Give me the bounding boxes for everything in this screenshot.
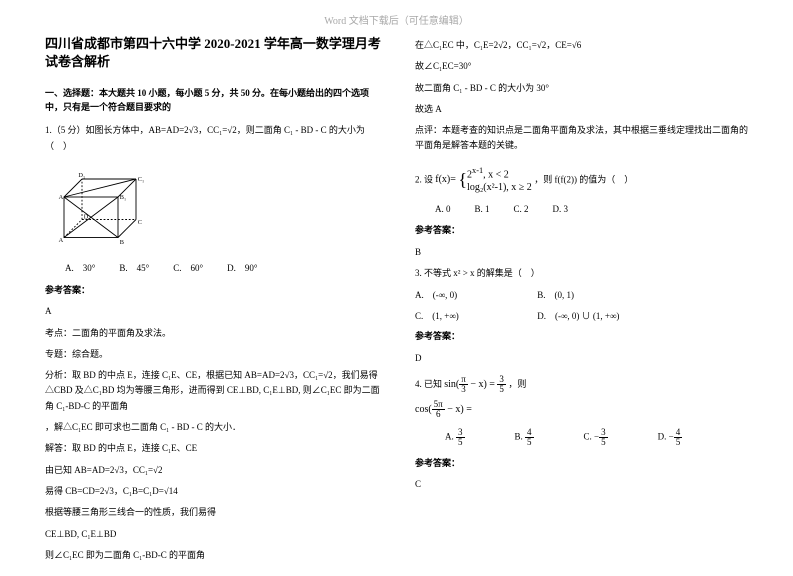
q4-option-d: D. −45 — [658, 428, 683, 447]
q3-stem: 3. 不等式 x² > x 的解集是（ ） — [415, 266, 755, 281]
q2-stem: 2. 设 f(x)= { 2x-1, x < 2 log₂(x²-1), x ≥… — [415, 165, 755, 196]
q4-option-a: A. 35 — [445, 428, 465, 447]
q4-option-c: C. −35 — [584, 428, 608, 447]
q4-option-b: B. 45 — [515, 428, 534, 447]
watermark-header: Word 文档下载后（可任意编辑） — [0, 12, 793, 27]
q1-options: A. 30° B. 45° C. 60° D. 90° — [65, 261, 385, 274]
svg-text:D: D — [84, 214, 89, 221]
right-column: 在△C₁EC 中，C₁E=2√2，CC₁=√2，CE=√6 故∠C₁EC=30°… — [415, 35, 755, 566]
q1-cont-3: 故二面角 C₁ - BD - C 的大小为 30° — [415, 81, 755, 96]
q2-option-a: A. 0 — [435, 204, 451, 214]
q2-ref-label: 参考答案： — [415, 223, 755, 238]
q1-solve-line4: 根据等腰三角形三线合一的性质，我们易得 — [45, 505, 385, 520]
q3-option-d: D. (-∞, 0) ∪ (1, +∞) — [537, 311, 619, 321]
exam-title: 四川省成都市第四十六中学 2020-2021 学年高一数学理月考试卷含解析 — [45, 35, 385, 71]
q1-ref-label: 参考答案： — [45, 283, 385, 298]
q2-options: A. 0 B. 1 C. 2 D. 3 — [435, 204, 755, 214]
cuboid-figure: A₁ B₁ C₁ D₁ A B C D — [45, 161, 155, 251]
q1-analysis: 分析：取 BD 的中点 E，连接 C₁E、CE，根据已知 AB=AD=2√3，C… — [45, 368, 385, 414]
page-content: 四川省成都市第四十六中学 2020-2021 学年高一数学理月考试卷含解析 一、… — [0, 0, 793, 576]
svg-text:B: B — [120, 239, 124, 246]
q1-solve-line5: CE⊥BD, C₁E⊥BD — [45, 527, 385, 542]
q1-cont-4: 故选 A — [415, 102, 755, 117]
svg-text:A: A — [59, 237, 64, 244]
q1-option-d: D. 90° — [227, 261, 257, 274]
section-1-heading: 一、选择题：本大题共 10 小题，每小题 5 分，共 50 分。在每小题给出的四… — [45, 87, 385, 114]
q1-answer: A — [45, 304, 385, 319]
q2-option-c: C. 2 — [514, 204, 529, 214]
sin-formula: sin(π3 − x) = 35 — [444, 379, 508, 390]
q3-option-a: A. (-∞, 0) — [415, 288, 535, 301]
q3-ref-label: 参考答案： — [415, 329, 755, 344]
svg-text:A₁: A₁ — [59, 194, 66, 201]
q4-options: A. 35 B. 45 C. −35 D. −45 — [445, 428, 755, 447]
left-column: 四川省成都市第四十六中学 2020-2021 学年高一数学理月考试卷含解析 一、… — [45, 35, 385, 566]
q1-option-b: B. 45° — [119, 261, 149, 274]
q3-option-b: B. (0, 1) — [537, 290, 574, 300]
cos-formula: cos(5π6 − x) = — [415, 404, 472, 415]
q1-option-c: C. 60° — [173, 261, 203, 274]
q3-options-row1: A. (-∞, 0) B. (0, 1) — [415, 288, 755, 301]
q2-option-d: D. 3 — [553, 204, 569, 214]
q1-stem: 1.（5 分）如图长方体中，AB=AD=2√3，CC₁=√2，则二面角 C₁ -… — [45, 123, 385, 154]
q3-option-c: C. (1, +∞) — [415, 309, 535, 322]
q1-kp: 考点：二面角的平面角及求法。 — [45, 326, 385, 341]
q3-options-row2: C. (1, +∞) D. (-∞, 0) ∪ (1, +∞) — [415, 309, 755, 322]
q1-solve-line1: 解答：取 BD 的中点 E，连接 C₁E、CE — [45, 441, 385, 456]
q1-cont-2: 故∠C₁EC=30° — [415, 59, 755, 74]
q4-stem-2: cos(5π6 − x) = — [415, 400, 755, 419]
q1-solve-line3: 易得 CB=CD=2√3，C₁B=C₁D=√14 — [45, 484, 385, 499]
q1-topic: 专题：综合题。 — [45, 347, 385, 362]
svg-text:B₁: B₁ — [120, 194, 126, 201]
q1-option-a: A. 30° — [65, 261, 95, 274]
svg-text:C: C — [138, 219, 142, 226]
q4-stem: 4. 已知 sin(π3 − x) = 35 ，则 — [415, 375, 755, 394]
q1-analysis2: ，解△C₁EC 即可求也二面角 C₁ - BD - C 的大小． — [45, 420, 385, 435]
q1-solve-line2: 由已知 AB=AD=2√3，CC₁=√2 — [45, 463, 385, 478]
svg-text:D₁: D₁ — [78, 172, 85, 179]
q1-cont-1: 在△C₁EC 中，C₁E=2√2，CC₁=√2，CE=√6 — [415, 38, 755, 53]
q3-answer: D — [415, 351, 755, 366]
piecewise-formula: f(x)= { 2x-1, x < 2 log₂(x²-1), x ≥ 2 — [435, 174, 534, 185]
svg-text:C₁: C₁ — [138, 176, 144, 183]
q2-answer: B — [415, 245, 755, 260]
q1-comment: 点评：本题考查的知识点是二面角平面角及求法，其中根据三垂线定理找出二面角的平面角… — [415, 123, 755, 154]
q4-ref-label: 参考答案： — [415, 456, 755, 471]
q2-option-b: B. 1 — [475, 204, 490, 214]
q4-answer: C — [415, 477, 755, 492]
